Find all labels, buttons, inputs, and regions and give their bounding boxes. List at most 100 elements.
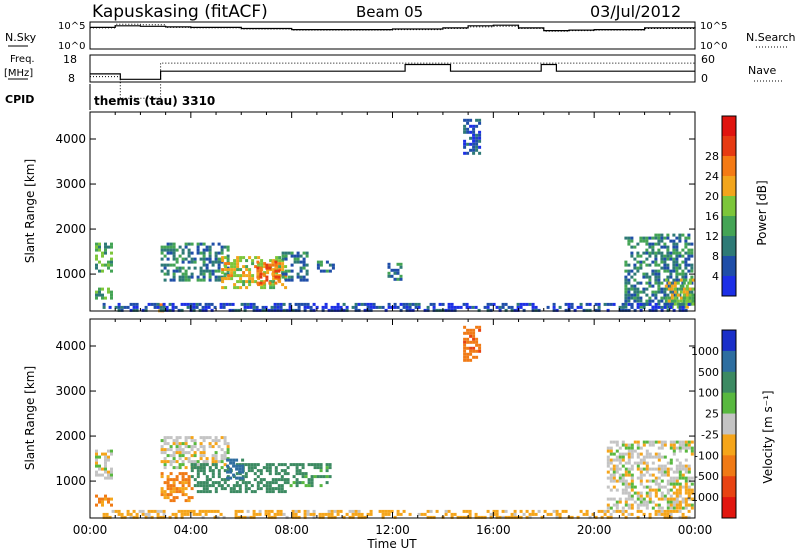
- velocity-cell: [469, 358, 473, 362]
- power-cell: [555, 308, 559, 312]
- power-cell: [669, 272, 673, 276]
- velocity-cell: [313, 475, 317, 479]
- power-cell: [166, 251, 170, 255]
- date-label: 03/Jul/2012: [590, 2, 681, 21]
- velocity-cell: [169, 499, 173, 503]
- power-colorbar-tick-label: 4: [712, 270, 719, 283]
- velocity-cell: [181, 451, 185, 455]
- velocity-cell: [492, 512, 496, 516]
- velocity-cell: [237, 509, 241, 513]
- velocity-cell: [657, 485, 661, 489]
- velocity-cell: [187, 481, 191, 485]
- power-cell: [294, 308, 298, 312]
- velocity-cell: [226, 458, 230, 462]
- velocity-cell: [684, 497, 688, 501]
- power-cell: [624, 296, 628, 300]
- velocity-cell: [453, 512, 457, 516]
- power-colorbar-swatch: [722, 156, 736, 177]
- velocity-cell: [345, 512, 349, 516]
- power-cell: [447, 305, 451, 309]
- power-cell: [363, 302, 367, 306]
- velocity-cell: [618, 461, 622, 465]
- power-cell: [387, 262, 391, 266]
- power-cell: [242, 271, 246, 275]
- velocity-cell: [169, 448, 173, 452]
- power-cell: [636, 287, 640, 291]
- velocity-cell: [612, 470, 616, 474]
- velocity-cell: [621, 452, 625, 456]
- power-cell: [242, 274, 246, 278]
- power-cell: [205, 248, 209, 252]
- velocity-cell: [104, 494, 107, 498]
- power-cell: [685, 293, 689, 297]
- power-cell: [666, 302, 670, 306]
- velocity-cell: [666, 461, 670, 465]
- velocity-cell: [390, 509, 394, 513]
- power-cell: [211, 242, 215, 246]
- velocity-colorbar-swatch: [722, 476, 736, 498]
- power-cell: [224, 268, 228, 272]
- velocity-cell: [202, 490, 206, 494]
- power-cell: [630, 245, 634, 249]
- power-cell: [663, 293, 667, 297]
- velocity-cell: [232, 487, 236, 491]
- velocity-cell: [202, 454, 206, 458]
- velocity-cell: [624, 485, 628, 489]
- velocity-cell: [684, 449, 688, 453]
- power-cell: [579, 302, 583, 306]
- power-cell: [558, 305, 562, 309]
- power-cell: [633, 290, 637, 294]
- power-cell: [305, 263, 309, 267]
- power-cell: [435, 308, 439, 312]
- power-cell: [305, 272, 309, 276]
- velocity-cell: [612, 464, 616, 468]
- power-cell: [405, 308, 409, 312]
- power-cell: [675, 260, 679, 264]
- velocity-cell: [241, 464, 245, 468]
- velocity-cell: [166, 478, 170, 482]
- velocity-cell: [220, 466, 224, 470]
- velocity-cell: [690, 440, 694, 444]
- power-cell: [669, 302, 673, 306]
- velocity-cell: [591, 512, 595, 516]
- power-cell: [639, 254, 643, 258]
- velocity-cell: [606, 503, 610, 507]
- power-cell: [669, 251, 673, 255]
- power-cell: [463, 130, 467, 134]
- velocity-cell: [147, 515, 151, 519]
- velocity-cell: [618, 497, 622, 501]
- power-cell: [676, 299, 680, 303]
- power-cell: [639, 260, 643, 264]
- velocity-cell: [612, 458, 616, 462]
- velocity-cell: [202, 460, 206, 464]
- velocity-cell: [585, 509, 589, 513]
- power-cell: [369, 305, 373, 309]
- velocity-cell: [160, 451, 164, 455]
- velocity-cell: [172, 499, 176, 503]
- power-cell: [651, 308, 655, 312]
- velocity-cell: [95, 470, 98, 474]
- velocity-cell: [624, 443, 628, 447]
- velocity-cell: [681, 515, 685, 519]
- power-cell: [256, 260, 260, 264]
- velocity-cell: [110, 473, 113, 477]
- cpid-panel: CPID themis (tau) 3310: [5, 84, 215, 110]
- velocity-cell: [642, 512, 646, 516]
- velocity-cell: [618, 473, 622, 477]
- velocity-cell: [469, 334, 473, 338]
- power-cell: [660, 233, 664, 237]
- velocity-cell: [202, 469, 206, 473]
- power-cell: [687, 290, 691, 294]
- velocity-cell: [312, 509, 316, 513]
- velocity-cell: [642, 485, 646, 489]
- power-cell: [672, 233, 676, 237]
- power-cell: [630, 275, 634, 279]
- power-cell: [501, 305, 505, 309]
- velocity-cell: [669, 494, 673, 498]
- velocity-cell: [627, 506, 631, 510]
- velocity-cell: [186, 512, 190, 516]
- velocity-cell: [304, 472, 308, 476]
- power-cell: [463, 145, 467, 149]
- power-cell: [156, 305, 160, 309]
